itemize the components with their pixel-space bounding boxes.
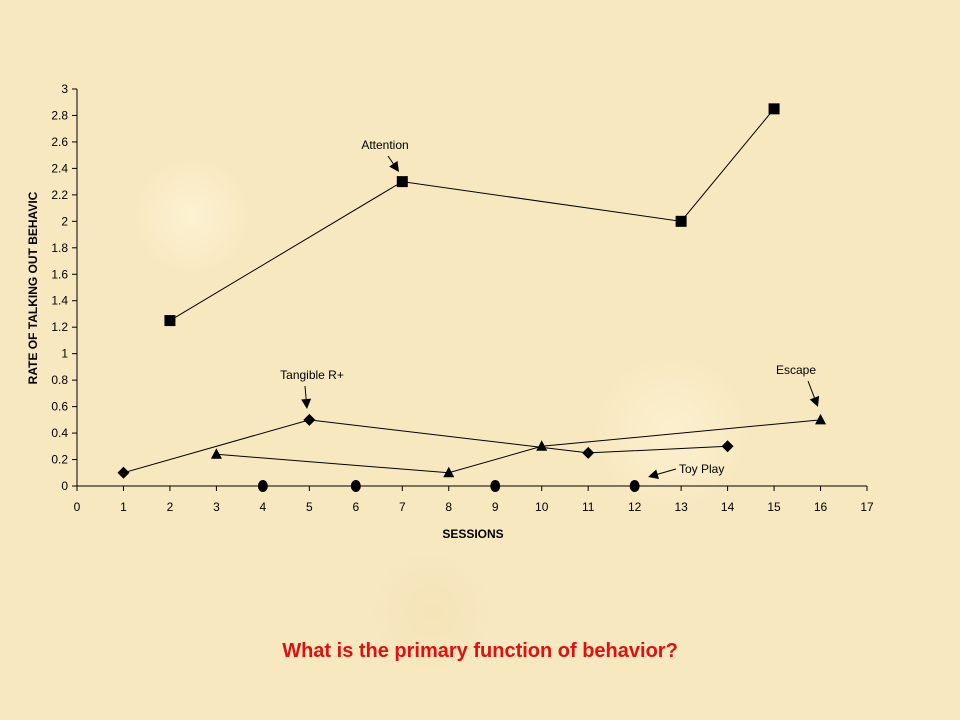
annotation-label-escape: Escape [776, 363, 816, 377]
annotation-attention: Attention [361, 138, 409, 172]
annotation-arrow-shaft [304, 385, 307, 400]
x-tick-label: 6 [352, 500, 359, 514]
data-point-attention [396, 176, 408, 188]
annotation-tangible-r: Tangible R+ [280, 368, 344, 409]
series-layer [117, 103, 827, 492]
data-point-attention [675, 215, 687, 227]
data-point-tangible-r [117, 466, 130, 479]
data-point-tangible-r [582, 446, 595, 459]
x-tick-label: 16 [814, 500, 828, 514]
data-point-tangible-r [303, 413, 316, 426]
y-ticks: 0 0.2 0.4 0.6 0.8 1 1.2 1.4 1.6 1.8 2 2.2 2.4 2.6 2.8 3 [51, 82, 77, 493]
x-tick-label: 13 [674, 500, 688, 514]
line-chart: 0 0.2 0.4 0.6 0.8 1 1.2 1.4 1.6 1.8 2 2.2 2.4 2.6 2.8 3… [26, 82, 874, 541]
annotation-escape: Escape [776, 363, 820, 407]
x-tick-label: 15 [767, 500, 781, 514]
annotation-label-toy-play: Toy Play [679, 462, 724, 476]
x-tick-label: 11 [582, 500, 595, 514]
x-tick-label: 17 [860, 500, 874, 514]
data-point-tangible-r [721, 440, 734, 453]
y-tick-label: 2 [61, 214, 68, 228]
y-tick-label: 1.2 [51, 320, 68, 334]
annotation-label-attention: Attention [361, 138, 408, 152]
x-ticks: 0 1 2 3 4 5 6 7 8 9 10 11 12 13 14 15 16 17 [74, 486, 874, 514]
data-point-toy-play [629, 480, 640, 492]
annotation-arrow-head [648, 469, 659, 480]
y-tick-label: 0 [61, 479, 68, 493]
x-tick-label: 3 [213, 500, 220, 514]
axes: 0 0.2 0.4 0.6 0.8 1 1.2 1.4 1.6 1.8 2 2.2 2.4 2.6 2.8 3… [51, 82, 874, 514]
data-point-attention [768, 103, 780, 115]
annotation-label-tangible-r: Tangible R+ [280, 368, 344, 382]
data-point-escape [210, 448, 222, 459]
y-tick-label: 0.2 [51, 453, 68, 467]
x-tick-label: 4 [260, 500, 267, 514]
series-line-tangible-r [123, 419, 728, 474]
y-tick-label: 2.6 [51, 135, 68, 149]
x-tick-label: 2 [167, 500, 174, 514]
annotation-arrow-shaft [807, 380, 815, 398]
series-tangible-r [117, 413, 734, 479]
annotations: Attention Tangible R+ Escape Toy Play [280, 138, 820, 480]
y-tick-label: 2.2 [51, 188, 68, 202]
y-tick-label: 2.8 [51, 108, 68, 122]
x-axis-title: SESSIONS [442, 527, 503, 541]
series-attention [164, 103, 780, 327]
y-tick-label: 3 [61, 82, 68, 96]
annotation-toy-play: Toy Play [648, 462, 724, 480]
y-tick-label: 2.4 [51, 161, 68, 175]
x-tick-label: 5 [306, 500, 313, 514]
x-tick-label: 1 [120, 500, 127, 514]
y-tick-label: 1.4 [51, 294, 68, 308]
question-text: What is the primary function of behavior… [282, 640, 678, 662]
y-tick-label: 1.6 [51, 267, 68, 281]
data-point-escape [443, 466, 455, 478]
x-tick-label: 7 [399, 500, 406, 514]
series-line-attention [169, 108, 775, 322]
y-tick-label: 0.4 [51, 426, 68, 440]
annotation-arrow-shaft [657, 468, 677, 475]
x-tick-label: 9 [492, 500, 499, 514]
data-point-toy-play [350, 480, 361, 492]
annotation-arrow-head [809, 395, 820, 407]
y-tick-label: 1 [61, 347, 68, 361]
x-tick-label: 8 [445, 500, 452, 514]
data-point-toy-play [490, 480, 501, 492]
annotation-arrow-head [389, 160, 399, 172]
series-line-escape [216, 419, 821, 474]
x-tick-label: 0 [74, 500, 81, 514]
data-point-escape [815, 413, 827, 425]
y-tick-label: 0.8 [51, 373, 68, 387]
annotation-arrow-head [301, 398, 312, 409]
x-tick-label: 12 [628, 500, 642, 514]
x-tick-label: 10 [535, 500, 549, 514]
data-point-toy-play [257, 480, 268, 492]
y-axis-title: RATE OF TALKING OUT BEHAVIC [26, 191, 40, 384]
annotation-arrow-shaft [387, 155, 394, 165]
data-point-escape [536, 440, 548, 451]
y-tick-label: 1.8 [51, 241, 68, 255]
y-tick-label: 0.6 [51, 400, 68, 414]
x-tick-label: 14 [721, 500, 735, 514]
data-point-attention [164, 315, 176, 327]
series-escape [210, 413, 827, 478]
series-toy-play [257, 480, 640, 492]
